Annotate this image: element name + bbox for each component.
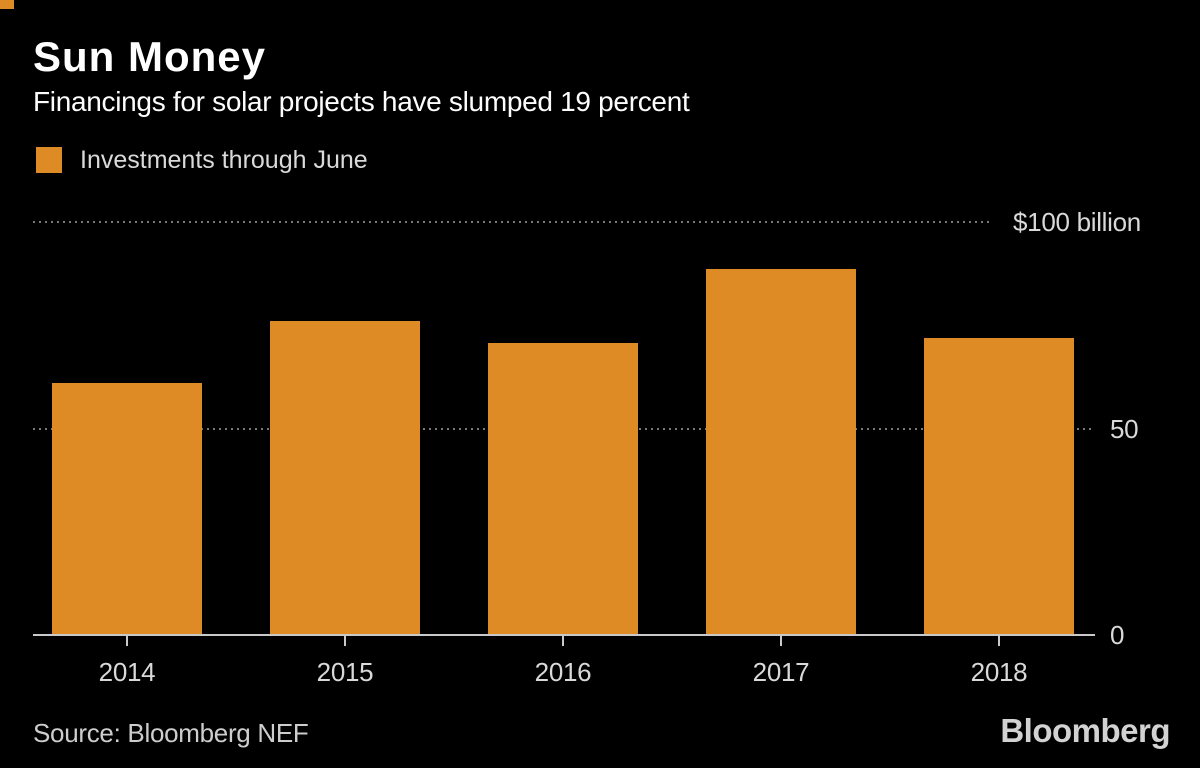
x-axis-label-2015: 2015 bbox=[316, 657, 374, 687]
corner-brand-mark bbox=[0, 0, 14, 9]
bar-2015 bbox=[270, 321, 420, 634]
legend: Investments through June bbox=[36, 147, 368, 173]
y-axis-label-100: $100 billion bbox=[1013, 207, 1141, 237]
x-axis-tick-2017 bbox=[780, 636, 782, 646]
gridline-100 bbox=[33, 221, 991, 223]
x-axis-label-2018: 2018 bbox=[970, 657, 1028, 687]
bar-2018 bbox=[924, 338, 1074, 634]
x-axis-tick-2016 bbox=[562, 636, 564, 646]
x-axis-label-2016: 2016 bbox=[534, 657, 592, 687]
bar-2014 bbox=[52, 383, 202, 634]
x-axis-baseline bbox=[33, 634, 1095, 636]
y-axis-label-0: 0 bbox=[1110, 620, 1125, 650]
source-note: Source: Bloomberg NEF bbox=[33, 718, 309, 748]
x-axis-label-2017: 2017 bbox=[752, 657, 810, 687]
x-axis-label-2014: 2014 bbox=[98, 657, 156, 687]
y-axis-label-50: 50 bbox=[1110, 414, 1139, 444]
bloomberg-logo: Bloomberg bbox=[1000, 712, 1170, 749]
bar-2016 bbox=[488, 343, 638, 634]
chart-title: Sun Money bbox=[33, 33, 267, 80]
x-axis-tick-2015 bbox=[344, 636, 346, 646]
x-axis-tick-2018 bbox=[998, 636, 1000, 646]
x-axis-tick-2014 bbox=[126, 636, 128, 646]
legend-label: Investments through June bbox=[80, 146, 368, 174]
bar-2017 bbox=[706, 269, 856, 634]
chart-subtitle: Financings for solar projects have slump… bbox=[33, 86, 690, 117]
legend-swatch-icon bbox=[36, 147, 62, 173]
